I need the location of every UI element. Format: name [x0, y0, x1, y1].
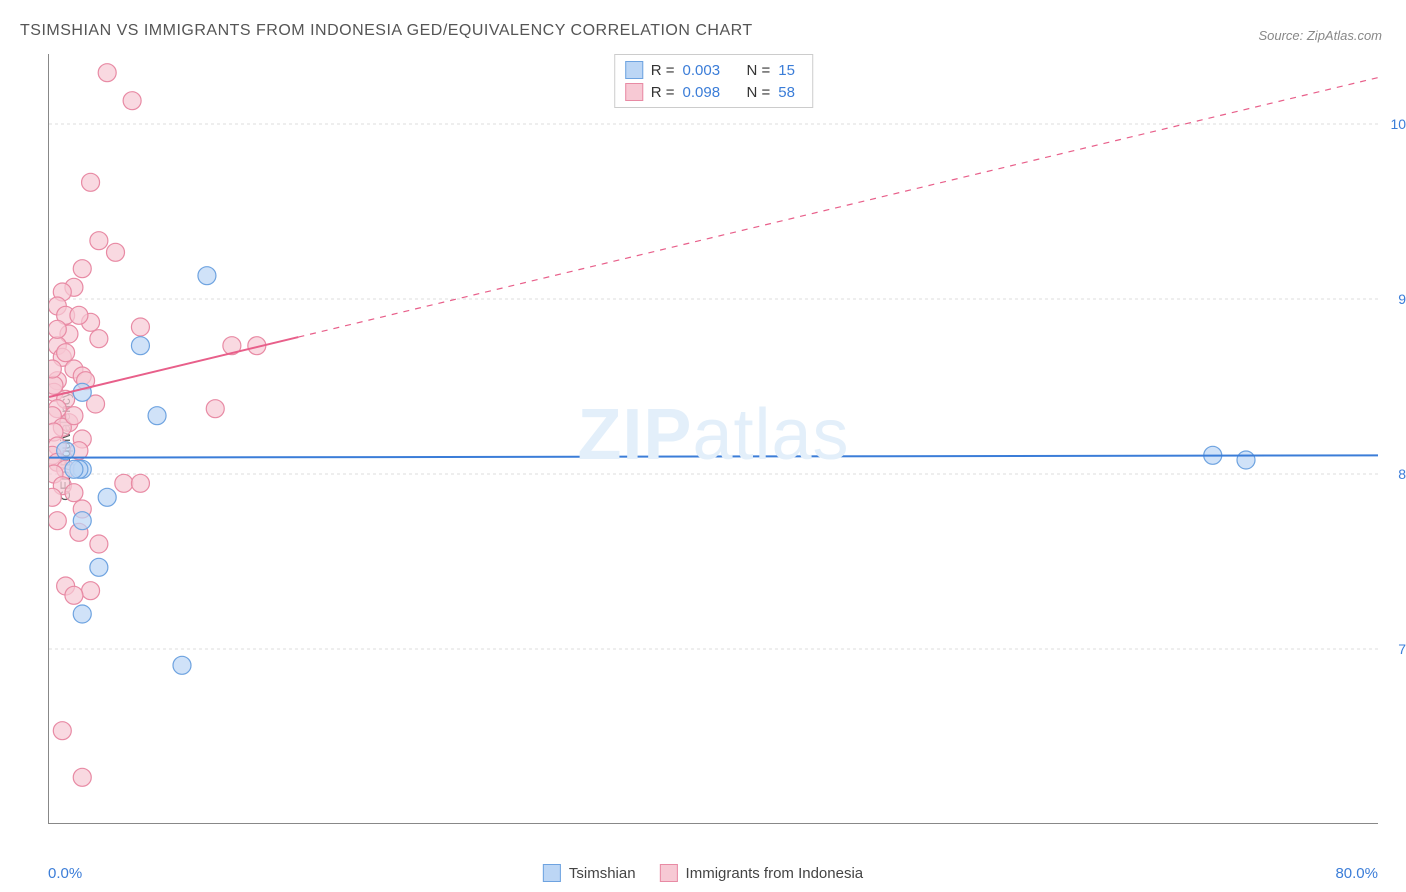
- swatch-b-icon: [660, 864, 678, 882]
- plot-area: ZIPatlas R = 0.003 N = 15 R = 0.098 N = …: [48, 54, 1378, 824]
- legend-label-b: Immigrants from Indonesia: [686, 865, 864, 882]
- legend-item-b: Immigrants from Indonesia: [660, 864, 864, 882]
- y-tick-label: 77.5%: [1398, 641, 1406, 657]
- series-legend: Tsimshian Immigrants from Indonesia: [543, 864, 863, 882]
- legend-item-a: Tsimshian: [543, 864, 636, 882]
- swatch-a: [625, 61, 643, 79]
- r-label: R =: [651, 62, 675, 79]
- n-label: N =: [747, 62, 771, 79]
- swatch-b: [625, 83, 643, 101]
- y-tick-label: 92.5%: [1398, 291, 1406, 307]
- r-label: R =: [651, 84, 675, 101]
- n-label: N =: [747, 84, 771, 101]
- n-value-a: 15: [778, 62, 802, 79]
- stats-legend-row-b: R = 0.098 N = 58: [625, 81, 803, 103]
- x-min-label: 0.0%: [48, 865, 82, 882]
- x-max-label: 80.0%: [1335, 865, 1378, 882]
- swatch-a-icon: [543, 864, 561, 882]
- r-value-b: 0.098: [683, 84, 731, 101]
- y-tick-label: 85.0%: [1398, 466, 1406, 482]
- stats-legend-row-a: R = 0.003 N = 15: [625, 59, 803, 81]
- legend-label-a: Tsimshian: [569, 865, 636, 882]
- r-value-a: 0.003: [683, 62, 731, 79]
- plot-svg: [49, 54, 1378, 823]
- n-value-b: 58: [778, 84, 802, 101]
- stats-legend: R = 0.003 N = 15 R = 0.098 N = 58: [614, 54, 814, 108]
- chart-title: TSIMSHIAN VS IMMIGRANTS FROM INDONESIA G…: [20, 22, 753, 40]
- source-label: Source: ZipAtlas.com: [1258, 28, 1382, 43]
- y-tick-label: 100.0%: [1391, 116, 1406, 132]
